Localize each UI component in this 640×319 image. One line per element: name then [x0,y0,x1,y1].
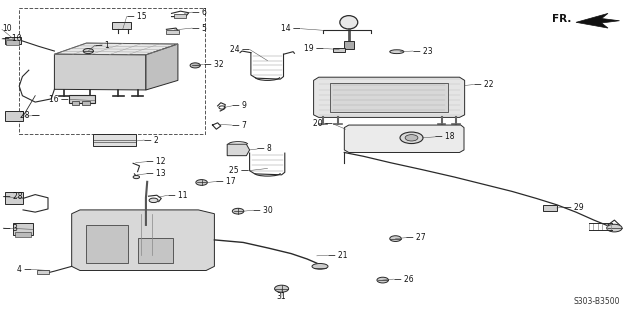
Polygon shape [227,144,250,156]
Text: 16 —: 16 — [49,95,69,104]
Text: — 7: — 7 [232,121,246,130]
Bar [543,205,557,211]
Ellipse shape [312,263,328,269]
Ellipse shape [390,50,404,54]
Bar [93,134,136,146]
Circle shape [133,175,140,179]
Text: — 22: — 22 [474,80,493,89]
Circle shape [232,208,244,214]
Bar [344,41,354,49]
Polygon shape [72,210,214,271]
Bar [37,270,49,274]
Text: — 30: — 30 [253,206,273,215]
Text: — 29: — 29 [564,203,584,212]
Text: 31: 31 [276,292,287,300]
Bar [6,40,19,45]
Text: — 15: — 15 [127,12,147,21]
Polygon shape [314,77,465,117]
Polygon shape [54,43,178,55]
Text: — 17: — 17 [216,177,236,186]
Text: — 23: — 23 [413,47,433,56]
Circle shape [390,236,401,241]
Bar [138,238,173,263]
Circle shape [275,285,289,292]
Bar [86,225,128,263]
Bar [174,14,186,18]
Text: 19 —: 19 — [303,44,323,53]
Circle shape [400,132,423,144]
Text: 20 —: 20 — [313,119,333,128]
Text: 24 —: 24 — [230,45,250,54]
Text: 14 —: 14 — [281,24,301,33]
Bar [69,95,95,103]
Text: — 13: — 13 [146,169,166,178]
Bar [5,37,21,44]
Bar [15,232,31,237]
Circle shape [607,224,622,232]
Text: 28 —: 28 — [20,111,40,120]
Text: — 2: — 2 [144,136,159,145]
Circle shape [405,135,418,141]
Text: S303-B3500: S303-B3500 [573,297,620,306]
Text: — 21: — 21 [328,251,347,260]
Bar [72,101,79,105]
Text: — 9: — 9 [232,101,246,110]
Circle shape [190,63,200,68]
Text: — 5: — 5 [192,24,207,33]
Polygon shape [344,125,464,152]
Text: 25 —: 25 — [228,166,248,175]
Bar [333,48,345,52]
Bar [330,83,448,112]
Text: — 27: — 27 [406,233,426,242]
Circle shape [149,198,158,203]
Bar [112,22,131,29]
Text: — 18: — 18 [435,132,454,141]
Bar [82,101,90,105]
Bar [19,8,205,134]
Bar [5,192,23,204]
Text: — 28: — 28 [3,192,22,201]
Bar [13,223,33,235]
Text: 10: 10 [2,24,12,33]
Bar [166,30,179,34]
Text: — 3: — 3 [3,224,18,233]
Text: — 11: — 11 [168,191,187,200]
Ellipse shape [340,16,358,29]
Polygon shape [146,44,178,90]
Text: — 26: — 26 [394,275,413,284]
Text: — 32: — 32 [204,60,223,69]
Text: — 8: — 8 [257,145,272,153]
Circle shape [196,180,207,185]
Polygon shape [54,54,146,90]
Text: 4 —: 4 — [17,265,32,274]
Bar [5,111,23,121]
Circle shape [377,277,388,283]
Polygon shape [576,13,620,28]
Text: — 1: — 1 [95,41,109,50]
Text: — 10: — 10 [2,34,22,43]
Circle shape [83,48,93,54]
Text: — 6: — 6 [192,8,207,17]
Text: — 12: — 12 [146,157,165,166]
Text: FR.: FR. [552,13,571,24]
